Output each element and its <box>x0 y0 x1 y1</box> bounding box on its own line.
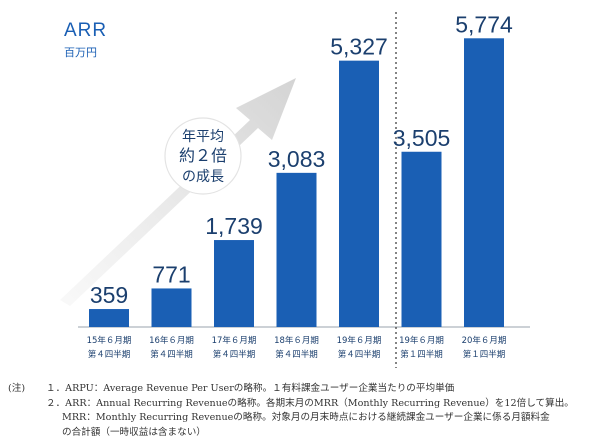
category-label-5-1: 第１四半期 <box>400 349 443 360</box>
note-line-3: MRR：Monthly Recurring Revenueの略称。対象月の月末時… <box>62 412 550 423</box>
bar-4 <box>339 60 379 328</box>
category-label-3-0: 18年６月期 <box>274 335 319 346</box>
category-label-0-1: 第４四半期 <box>88 349 131 360</box>
bar-1 <box>151 288 192 327</box>
chart-title: ARR <box>64 20 108 41</box>
bar-2 <box>214 240 254 327</box>
category-label-4-0: 19年６月期 <box>337 335 382 346</box>
bar-3 <box>276 172 317 327</box>
note-line-4: の合計額（一時収益は含まない） <box>62 426 206 438</box>
note-line-2: ２．ARR：Annual Recurring Revenueの略称。各期末月のM… <box>46 397 574 409</box>
value-label-5: 3,505 <box>393 125 451 151</box>
bars <box>89 38 504 328</box>
note-line-1: １．ARPU：Average Revenue Per Userの略称。１有料課金… <box>46 383 455 394</box>
unit-label: 百万円 <box>64 46 97 59</box>
growth-annotation: 年平均 約２倍 の成長 <box>164 117 242 195</box>
category-label-5-0: 19年６月期 <box>399 335 444 346</box>
category-label-0-0: 15年６月期 <box>87 335 132 346</box>
bar-6 <box>464 38 504 328</box>
value-label-1: 771 <box>152 261 190 287</box>
category-labels: 15年６月期第４四半期16年６月期第４四半期17年６月期第４四半期18年６月期第… <box>87 335 507 360</box>
value-label-3: 3,083 <box>268 146 326 172</box>
notes-prefix: (注) <box>8 383 26 394</box>
category-label-3-1: 第４四半期 <box>275 349 318 360</box>
growth-arrow <box>60 78 296 306</box>
category-label-4-1: 第４四半期 <box>338 349 381 360</box>
annotation-line-1: 年平均 <box>182 129 224 145</box>
value-label-4: 5,327 <box>330 34 388 60</box>
category-label-6-1: 第１四半期 <box>463 349 506 360</box>
bar-0 <box>89 309 129 327</box>
category-label-2-0: 17年６月期 <box>212 335 257 346</box>
annotation-line-2: 約２倍 <box>179 146 227 165</box>
value-label-2: 1,739 <box>205 213 263 239</box>
annotation-line-3: の成長 <box>182 169 224 185</box>
category-label-6-0: 20年６月期 <box>462 335 507 346</box>
value-label-0: 359 <box>90 282 128 308</box>
value-label-6: 5,774 <box>455 11 513 37</box>
category-label-1-0: 16年６月期 <box>149 335 194 346</box>
footnotes: (注) １．ARPU：Average Revenue Per Userの略称。１… <box>8 382 596 440</box>
bar-5 <box>401 151 442 327</box>
category-label-1-1: 第４四半期 <box>150 349 193 360</box>
category-label-2-1: 第４四半期 <box>213 349 256 360</box>
arr-bar-chart: 年平均 約２倍 の成長 359 771 1,739 3,083 5,327 3,505 5,… <box>60 11 530 368</box>
value-labels: 359 771 1,739 3,083 5,327 3,505 5,774 <box>90 11 513 308</box>
